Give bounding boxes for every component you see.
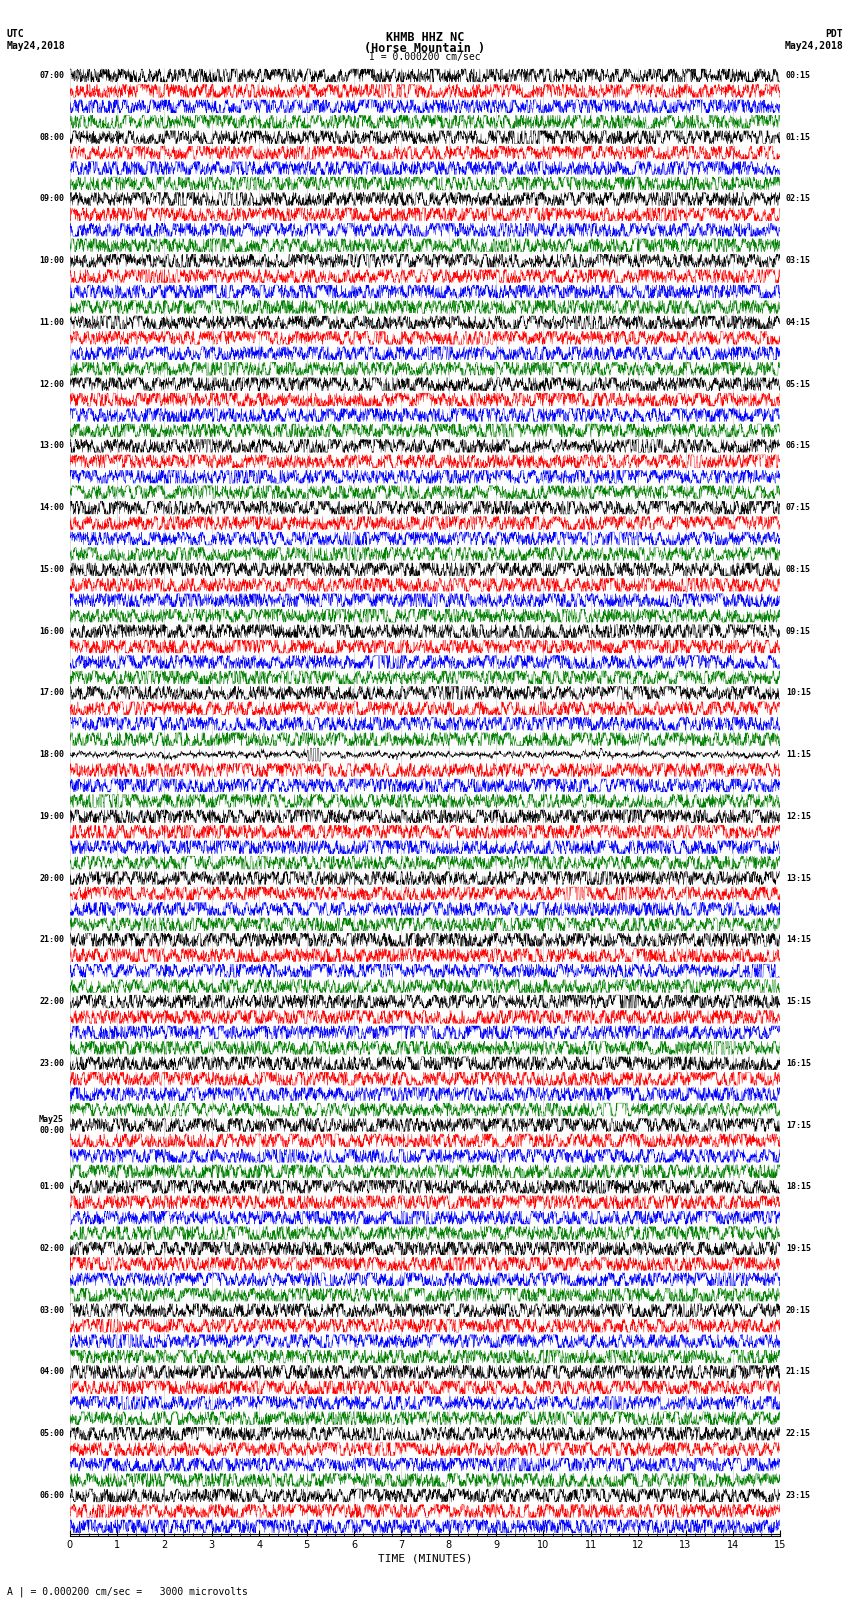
Text: 22:15: 22:15 xyxy=(786,1429,811,1439)
Text: 07:00: 07:00 xyxy=(39,71,64,81)
Text: 15:15: 15:15 xyxy=(786,997,811,1007)
Text: 11:15: 11:15 xyxy=(786,750,811,760)
Text: PDT
May24,2018: PDT May24,2018 xyxy=(785,29,843,50)
Text: 05:15: 05:15 xyxy=(786,379,811,389)
Text: 16:00: 16:00 xyxy=(39,626,64,636)
Text: 23:15: 23:15 xyxy=(786,1490,811,1500)
Text: 11:00: 11:00 xyxy=(39,318,64,327)
Text: I = 0.000200 cm/sec: I = 0.000200 cm/sec xyxy=(369,52,481,63)
Text: (Horse Mountain ): (Horse Mountain ) xyxy=(365,42,485,55)
Text: 20:15: 20:15 xyxy=(786,1307,811,1315)
Text: 06:15: 06:15 xyxy=(786,442,811,450)
Text: 08:15: 08:15 xyxy=(786,565,811,574)
Text: 17:15: 17:15 xyxy=(786,1121,811,1129)
Text: 03:15: 03:15 xyxy=(786,256,811,265)
Text: 04:00: 04:00 xyxy=(39,1368,64,1376)
Text: 19:00: 19:00 xyxy=(39,811,64,821)
X-axis label: TIME (MINUTES): TIME (MINUTES) xyxy=(377,1553,473,1563)
Text: 05:00: 05:00 xyxy=(39,1429,64,1439)
Text: May25
00:00: May25 00:00 xyxy=(39,1115,64,1134)
Text: 15:00: 15:00 xyxy=(39,565,64,574)
Text: 23:00: 23:00 xyxy=(39,1058,64,1068)
Text: 12:15: 12:15 xyxy=(786,811,811,821)
Text: 18:00: 18:00 xyxy=(39,750,64,760)
Text: 07:15: 07:15 xyxy=(786,503,811,513)
Text: 04:15: 04:15 xyxy=(786,318,811,327)
Text: 08:00: 08:00 xyxy=(39,132,64,142)
Text: 06:00: 06:00 xyxy=(39,1490,64,1500)
Text: 03:00: 03:00 xyxy=(39,1307,64,1315)
Text: 10:15: 10:15 xyxy=(786,689,811,697)
Text: 16:15: 16:15 xyxy=(786,1058,811,1068)
Text: 19:15: 19:15 xyxy=(786,1244,811,1253)
Text: A | = 0.000200 cm/sec =   3000 microvolts: A | = 0.000200 cm/sec = 3000 microvolts xyxy=(7,1586,247,1597)
Text: 09:15: 09:15 xyxy=(786,626,811,636)
Text: UTC
May24,2018: UTC May24,2018 xyxy=(7,29,65,50)
Text: 09:00: 09:00 xyxy=(39,195,64,203)
Text: 00:15: 00:15 xyxy=(786,71,811,81)
Text: 14:00: 14:00 xyxy=(39,503,64,513)
Text: 21:00: 21:00 xyxy=(39,936,64,944)
Text: 18:15: 18:15 xyxy=(786,1182,811,1192)
Text: 13:15: 13:15 xyxy=(786,874,811,882)
Text: 12:00: 12:00 xyxy=(39,379,64,389)
Text: 02:00: 02:00 xyxy=(39,1244,64,1253)
Text: 02:15: 02:15 xyxy=(786,195,811,203)
Text: 13:00: 13:00 xyxy=(39,442,64,450)
Text: 21:15: 21:15 xyxy=(786,1368,811,1376)
Text: 01:15: 01:15 xyxy=(786,132,811,142)
Text: 10:00: 10:00 xyxy=(39,256,64,265)
Text: 01:00: 01:00 xyxy=(39,1182,64,1192)
Text: 20:00: 20:00 xyxy=(39,874,64,882)
Text: 14:15: 14:15 xyxy=(786,936,811,944)
Text: 22:00: 22:00 xyxy=(39,997,64,1007)
Text: 17:00: 17:00 xyxy=(39,689,64,697)
Text: KHMB HHZ NC: KHMB HHZ NC xyxy=(386,31,464,45)
